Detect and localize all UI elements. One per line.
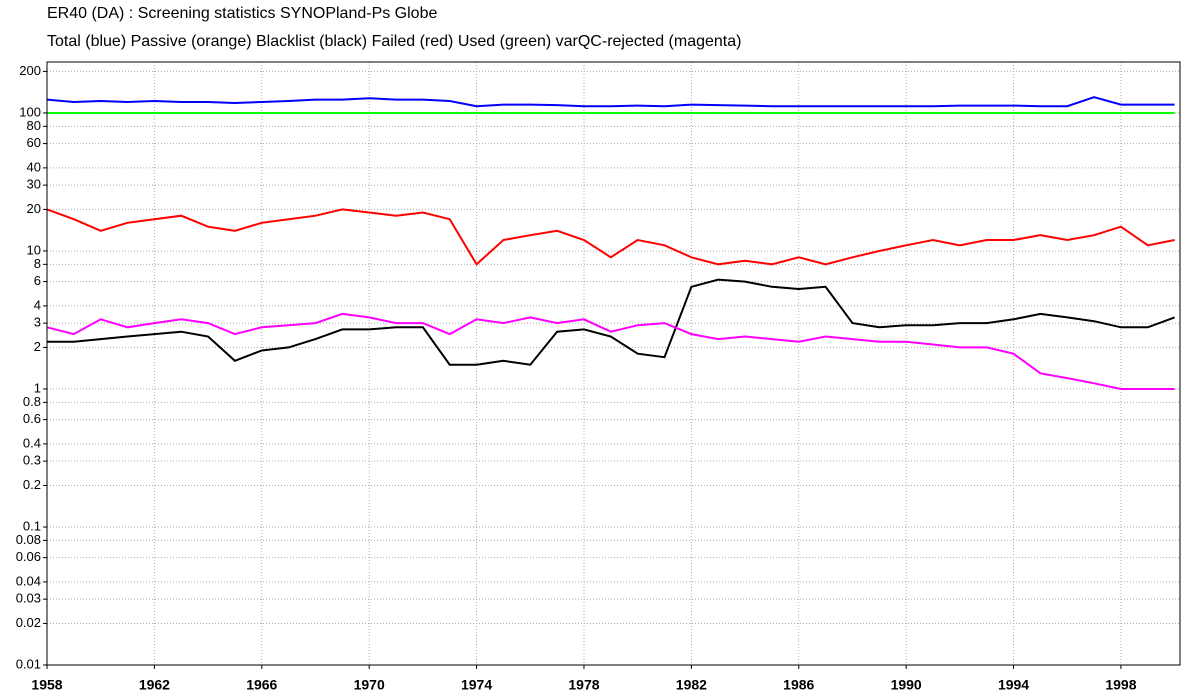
y-tick-label: 0.1 [23,518,41,533]
x-tick-label: 1986 [783,677,814,693]
y-tick-label: 40 [27,159,41,174]
x-tick-label: 1978 [568,677,599,693]
x-tick-label: 1966 [246,677,277,693]
x-tick-label: 1970 [354,677,385,693]
chart-title: ER40 (DA) : Screening statistics SYNOPla… [47,5,437,22]
plot-frame [46,61,1181,666]
series-line [46,208,1175,266]
y-tick-label: 8 [34,256,41,271]
x-tick-label: 1990 [891,677,922,693]
x-tick-label: 1998 [1105,677,1136,693]
y-tick-label: 0.8 [23,394,41,409]
series-line [46,312,1175,390]
y-tick-label: 0.08 [16,532,41,547]
y-tick-label: 0.04 [16,573,41,588]
y-tick-label: 80 [27,118,41,133]
y-tick-label: 30 [27,177,41,192]
y-tick-label: 200 [19,63,41,78]
series-line [46,96,1175,108]
y-tick-label: 6 [34,273,41,288]
y-tick-label: 0.06 [16,549,41,564]
y-tick-label: 1 [34,380,41,395]
y-tick-label: 20 [27,201,41,216]
y-tick-label: 0.02 [16,615,41,630]
x-tick-label: 1974 [461,677,492,693]
y-tick-label: 0.2 [23,477,41,492]
y-tick-label: 3 [34,315,41,330]
x-tick-label: 1962 [139,677,170,693]
y-tick-label: 0.4 [23,435,41,450]
y-tick-label: 0.3 [23,453,41,468]
x-tick-label: 1958 [31,677,62,693]
y-tick-label: 0.03 [16,591,41,606]
y-tick-label: 0.6 [23,411,41,426]
y-tick-label: 0.01 [16,656,41,671]
x-tick-label: 1982 [676,677,707,693]
y-tick-label: 10 [27,242,41,257]
y-tick-label: 2 [34,339,41,354]
y-tick-label: 100 [19,104,41,119]
series-line [47,278,1175,366]
x-tick-label: 1994 [998,677,1029,693]
y-tick-label: 60 [27,135,41,150]
chart-subtitle: Total (blue) Passive (orange) Blacklist … [47,33,741,50]
y-tick-label: 4 [34,297,41,312]
